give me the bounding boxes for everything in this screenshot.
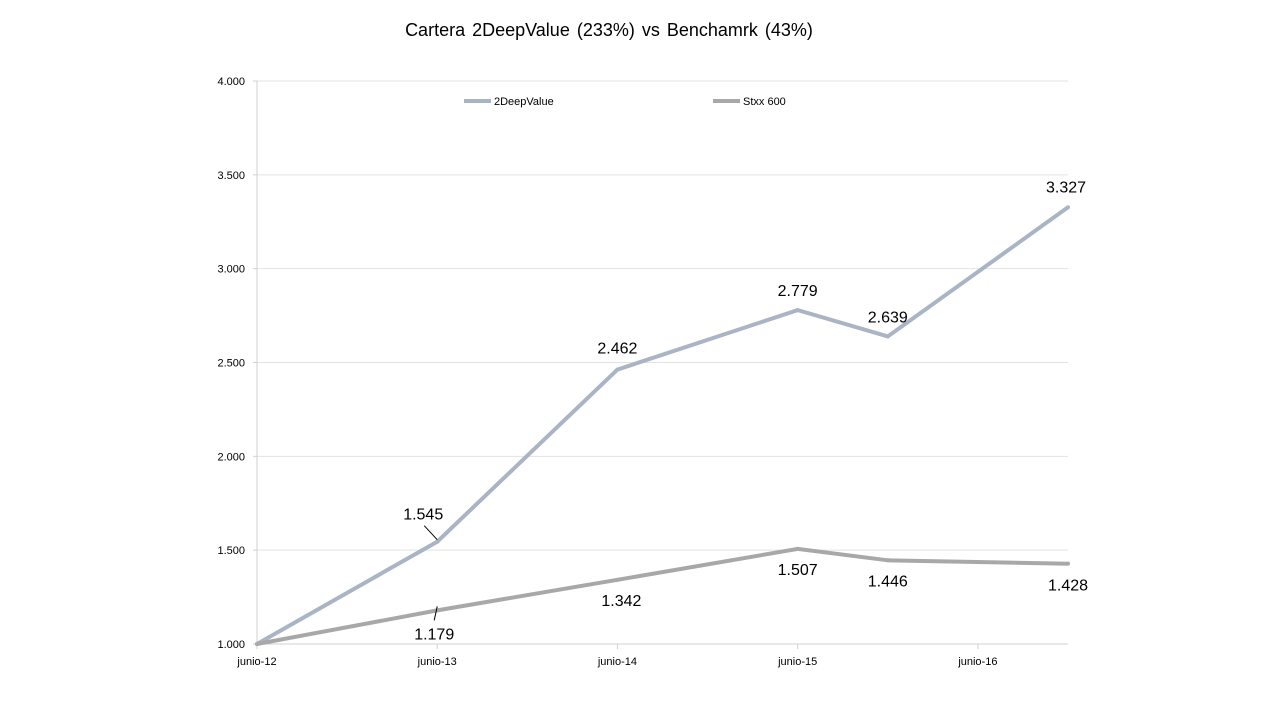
y-tick-label: 2.000	[217, 451, 245, 463]
data-label: 1.545	[403, 507, 443, 524]
data-label: 2.639	[868, 309, 908, 326]
x-tick-label: junio-13	[417, 656, 457, 668]
leader-line	[433, 606, 438, 621]
leader-line	[423, 525, 438, 541]
data-labels: 1.545 2.462 2.779 2.639 3.327 1.179 1.342 1.507…	[403, 179, 1088, 643]
x-tick-label: junio-12	[236, 656, 276, 668]
gridlines	[257, 80, 1068, 551]
data-label: 1.179	[414, 626, 454, 643]
data-label: 3.327	[1046, 179, 1086, 196]
data-point	[435, 539, 440, 544]
legend-entry: 2DeepValue	[494, 96, 554, 108]
series-line-2deepvalue	[256, 205, 1070, 646]
data-point	[255, 642, 259, 646]
series-line-stxx600	[256, 546, 1069, 646]
data-point	[795, 546, 800, 551]
y-tick-label: 1.000	[217, 639, 245, 651]
data-label: 2.779	[778, 283, 818, 300]
data-point	[615, 367, 620, 372]
data-point	[1066, 205, 1070, 210]
y-tick-label: 3.500	[217, 170, 245, 182]
data-label: 1.507	[778, 562, 818, 579]
x-tick-label: junio-14	[597, 656, 637, 668]
axes: 1.000 1.500 2.000 2.500 3.000 3.500 4.000 junio…	[217, 76, 1068, 668]
data-point	[615, 577, 620, 582]
data-point	[1066, 561, 1070, 566]
x-tick-label: junio-16	[957, 656, 997, 668]
data-point	[885, 558, 890, 563]
y-tick-label: 4.000	[217, 76, 245, 88]
data-point	[885, 334, 890, 339]
data-label: 2.462	[597, 341, 637, 358]
series-layer	[255, 205, 1070, 646]
chart-title: Cartera 2DeepValue (233%) vs Benchamrk (…	[405, 20, 813, 40]
data-label: 1.446	[868, 573, 908, 590]
data-label: 1.428	[1048, 578, 1088, 595]
legend: 2DeepValue Stxx 600	[464, 96, 786, 108]
y-tick-label: 1.500	[217, 545, 245, 557]
y-tick-label: 3.000	[217, 264, 245, 276]
y-tick-label: 2.500	[217, 358, 245, 370]
data-point	[795, 308, 800, 313]
legend-entry: Stxx 600	[743, 96, 786, 108]
x-tick-label: junio-15	[777, 656, 817, 668]
data-label: 1.342	[601, 593, 641, 610]
